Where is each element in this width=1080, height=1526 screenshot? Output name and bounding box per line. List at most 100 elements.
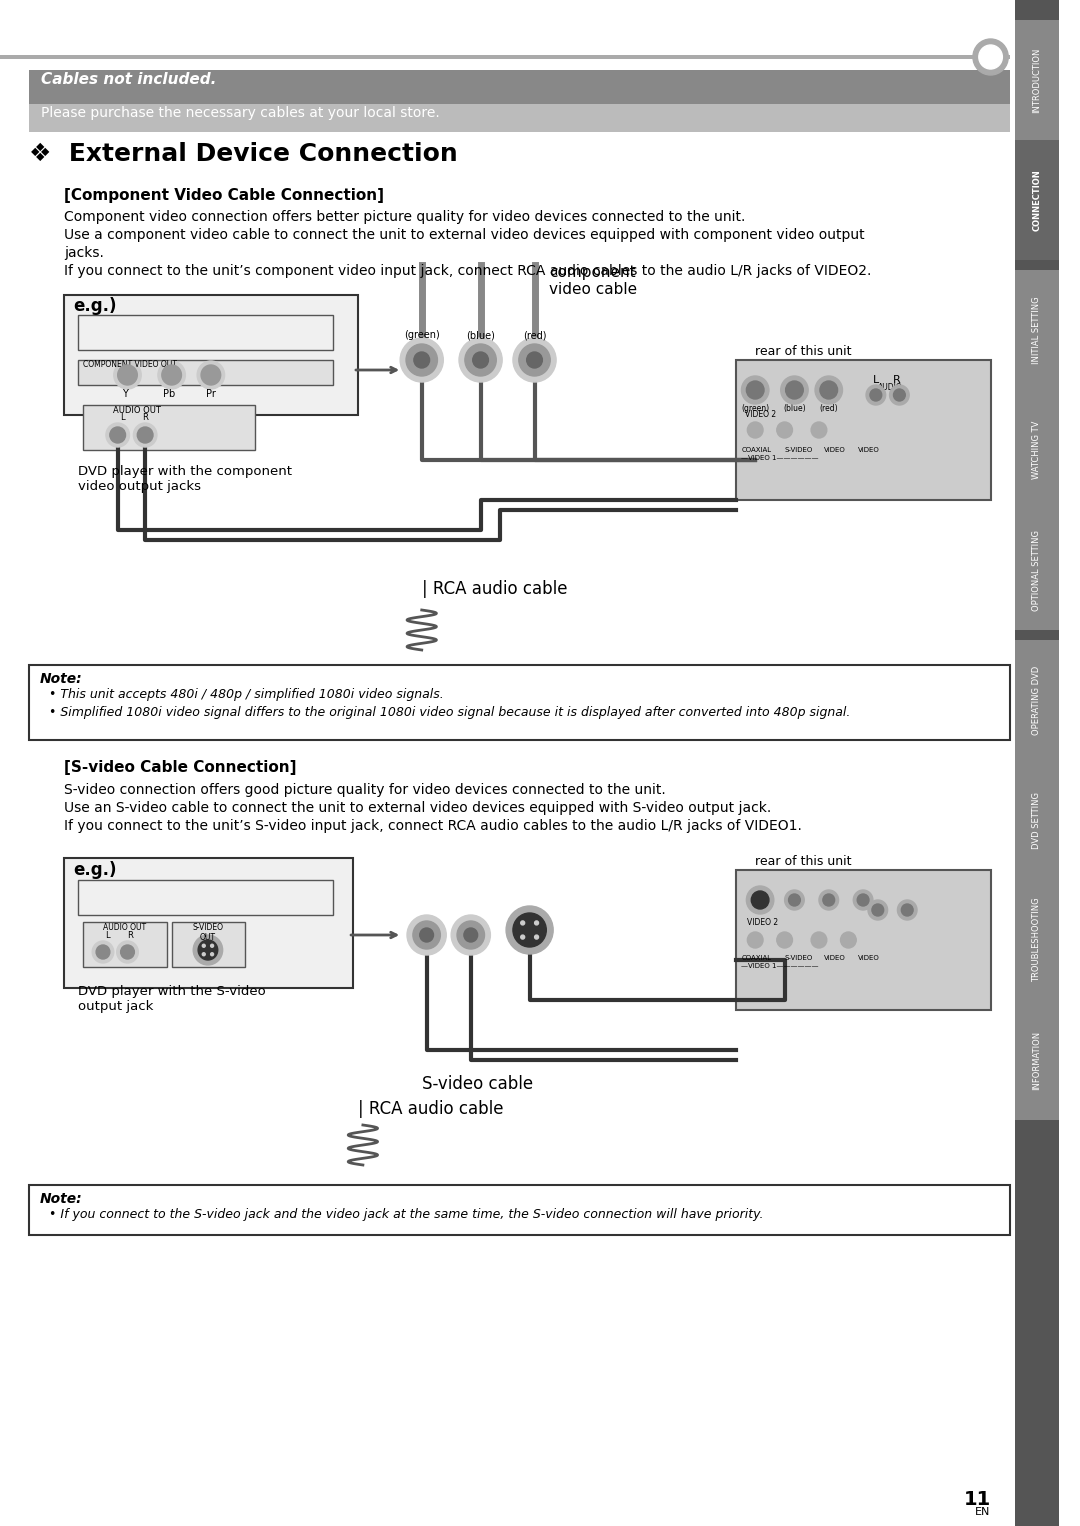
- Bar: [1015, 20, 1059, 140]
- Circle shape: [162, 365, 181, 385]
- Circle shape: [893, 389, 905, 401]
- Text: Note:: Note:: [39, 1192, 82, 1206]
- Text: Please purchase the necessary cables at your local store.: Please purchase the necessary cables at …: [41, 105, 440, 121]
- Text: R: R: [143, 414, 148, 423]
- Circle shape: [815, 375, 842, 404]
- Circle shape: [840, 932, 856, 948]
- Text: If you connect to the unit’s S-video input jack, connect RCA audio cables to the: If you connect to the unit’s S-video inp…: [64, 819, 801, 833]
- Bar: [1015, 510, 1059, 630]
- Bar: [79, 881, 334, 916]
- Circle shape: [401, 337, 443, 382]
- Circle shape: [521, 920, 525, 925]
- Text: INITIAL SETTING: INITIAL SETTING: [1032, 296, 1041, 363]
- Text: Cables not included.: Cables not included.: [41, 72, 217, 87]
- Text: (blue): (blue): [783, 404, 806, 414]
- Bar: [83, 404, 255, 450]
- Bar: [29, 104, 1010, 133]
- Text: OPTIONAL SETTING: OPTIONAL SETTING: [1032, 530, 1041, 610]
- Text: [S-video Cable Connection]: [S-video Cable Connection]: [64, 760, 296, 775]
- Circle shape: [820, 382, 838, 398]
- Text: S-VIDEO
OUT: S-VIDEO OUT: [192, 923, 224, 943]
- Text: DVD SETTING: DVD SETTING: [1032, 792, 1041, 848]
- Bar: [1015, 639, 1059, 760]
- Text: Use a component video cable to connect the unit to external video devices equipp: Use a component video cable to connect t…: [64, 227, 864, 243]
- Text: DVD player with the component
video output jacks: DVD player with the component video outp…: [79, 465, 293, 493]
- Bar: [1015, 760, 1059, 881]
- Text: AUDIO: AUDIO: [878, 383, 903, 392]
- Text: COAXIAL: COAXIAL: [742, 447, 771, 453]
- Bar: [305, 884, 322, 893]
- Circle shape: [811, 932, 827, 948]
- Circle shape: [811, 423, 827, 438]
- Circle shape: [406, 343, 437, 375]
- Bar: [1015, 0, 1059, 1526]
- Text: TROUBLESHOOTING: TROUBLESHOOTING: [1032, 897, 1041, 983]
- Text: Note:: Note:: [39, 671, 82, 687]
- Text: VIDEO: VIDEO: [824, 955, 846, 961]
- Circle shape: [872, 903, 883, 916]
- Text: • This unit accepts 480i / 480p / simplified 1080i video signals.: • This unit accepts 480i / 480p / simpli…: [49, 688, 444, 700]
- Circle shape: [92, 942, 113, 963]
- Circle shape: [819, 890, 838, 909]
- Text: S-VIDEO: S-VIDEO: [785, 955, 813, 961]
- Text: If you connect to the unit’s component video input jack, connect RCA audio cable: If you connect to the unit’s component v…: [64, 264, 872, 278]
- Circle shape: [823, 894, 835, 906]
- Text: e.g.): e.g.): [73, 861, 117, 879]
- Bar: [1015, 881, 1059, 1000]
- Text: EN: EN: [975, 1508, 990, 1517]
- Circle shape: [521, 935, 525, 938]
- Text: OPERATING DVD: OPERATING DVD: [1032, 665, 1041, 734]
- Bar: [1015, 391, 1059, 510]
- Circle shape: [198, 940, 218, 960]
- Circle shape: [121, 945, 134, 958]
- Text: —VIDEO 1——————: —VIDEO 1——————: [742, 455, 819, 461]
- Text: VIDEO 2: VIDEO 2: [745, 410, 777, 420]
- Bar: [305, 894, 322, 902]
- Circle shape: [211, 945, 214, 948]
- Text: AUDIO OUT: AUDIO OUT: [103, 923, 146, 932]
- Circle shape: [106, 423, 130, 447]
- Bar: [64, 858, 353, 987]
- Circle shape: [407, 916, 446, 955]
- Text: Pb: Pb: [163, 389, 175, 398]
- Circle shape: [118, 365, 137, 385]
- Circle shape: [853, 890, 873, 909]
- Text: ❖  External Device Connection: ❖ External Device Connection: [29, 142, 458, 166]
- Text: CONNECTION: CONNECTION: [1032, 169, 1041, 230]
- Circle shape: [110, 427, 125, 443]
- Text: S-video connection offers good picture quality for video devices connected to th: S-video connection offers good picture q…: [64, 783, 665, 797]
- Circle shape: [193, 935, 222, 964]
- Circle shape: [473, 353, 488, 368]
- Bar: [735, 360, 990, 501]
- Circle shape: [902, 903, 913, 916]
- Bar: [735, 360, 990, 501]
- Circle shape: [746, 382, 764, 398]
- Text: COAXIAL: COAXIAL: [742, 955, 771, 961]
- Text: S-VIDEO: S-VIDEO: [785, 447, 813, 453]
- Bar: [79, 360, 334, 385]
- Circle shape: [777, 932, 793, 948]
- Bar: [1015, 1000, 1059, 1120]
- Bar: [1015, 140, 1059, 259]
- Circle shape: [752, 891, 769, 909]
- Circle shape: [198, 362, 225, 389]
- Text: rear of this unit: rear of this unit: [755, 855, 852, 868]
- Circle shape: [96, 945, 110, 958]
- Text: • Simplified 1080i video signal differs to the original 1080i video signal becau: • Simplified 1080i video signal differs …: [49, 707, 850, 719]
- Circle shape: [788, 894, 800, 906]
- Circle shape: [464, 928, 477, 942]
- Text: R: R: [127, 931, 133, 940]
- Circle shape: [513, 337, 556, 382]
- Circle shape: [451, 916, 490, 955]
- Text: Y: Y: [122, 389, 127, 398]
- Circle shape: [890, 385, 909, 404]
- Circle shape: [535, 920, 539, 925]
- Circle shape: [858, 894, 869, 906]
- Text: —VIDEO 1——————: —VIDEO 1——————: [742, 963, 819, 969]
- Bar: [79, 881, 334, 916]
- Text: (red): (red): [523, 330, 546, 340]
- Text: VIDEO: VIDEO: [859, 447, 880, 453]
- Circle shape: [527, 353, 542, 368]
- Bar: [735, 870, 990, 1010]
- Text: L: L: [120, 414, 124, 423]
